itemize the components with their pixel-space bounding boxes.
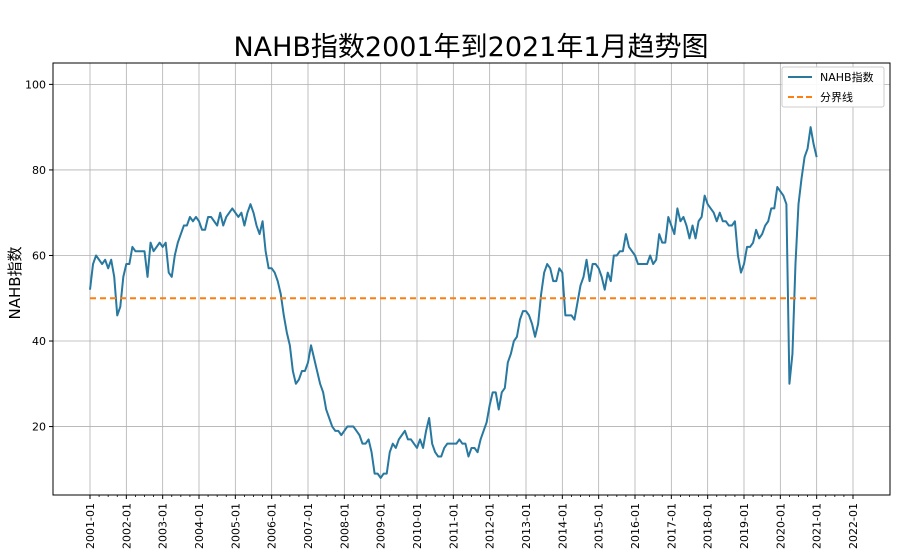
series-layer bbox=[89, 126, 818, 479]
x-tick-label: 2002-01 bbox=[120, 503, 133, 549]
y-tick-label: 100 bbox=[25, 78, 46, 91]
y-axis-label: NAHB指数 bbox=[6, 246, 24, 319]
plot-frame bbox=[52, 62, 891, 496]
chart-title: NAHB指数2001年到2021年1月趋势图 bbox=[233, 32, 708, 63]
x-tick-label: 2019-01 bbox=[738, 503, 751, 549]
y-tick-label: 60 bbox=[32, 249, 46, 262]
legend-label-nahb: NAHB指数 bbox=[820, 70, 874, 84]
x-tick-label: 2006-01 bbox=[266, 503, 279, 549]
x-tick-label: 2018-01 bbox=[702, 503, 715, 549]
x-tick-label: 2008-01 bbox=[338, 503, 351, 549]
x-tick-label: 2020-01 bbox=[774, 503, 787, 549]
x-tick-label: 2021-01 bbox=[811, 503, 824, 549]
x-tick-label: 2011-01 bbox=[447, 503, 460, 549]
x-tick-label: 2014-01 bbox=[556, 503, 569, 549]
y-tick-label: 40 bbox=[32, 335, 46, 348]
x-tick-label: 2013-01 bbox=[520, 503, 533, 549]
x-tick-label: 2003-01 bbox=[157, 503, 170, 549]
x-tick-label: 2001-01 bbox=[84, 503, 97, 549]
x-tick-label: 2012-01 bbox=[484, 503, 497, 549]
x-tick-label: 2010-01 bbox=[411, 503, 424, 549]
x-tick-label: 2007-01 bbox=[302, 503, 315, 549]
x-axis: 2001-01 2002-01 2003-01 2004-01 2005-01 2006-… bbox=[84, 495, 860, 549]
y-tick-label: 20 bbox=[32, 421, 46, 434]
y-tick-label: 80 bbox=[32, 164, 46, 177]
x-tick-label: 2017-01 bbox=[665, 503, 678, 549]
series-line-nahb bbox=[89, 126, 818, 479]
x-tick-label: 2005-01 bbox=[229, 503, 242, 549]
y-axis: 20 40 60 80 100 bbox=[25, 78, 53, 434]
x-tick-label: 2015-01 bbox=[593, 503, 606, 549]
x-tick-label: 2009-01 bbox=[375, 503, 388, 549]
grid-lines bbox=[53, 63, 890, 495]
legend-label-divider: 分界线 bbox=[820, 90, 853, 104]
legend: NAHB指数 分界线 bbox=[781, 66, 885, 108]
x-tick-label: 2016-01 bbox=[629, 503, 642, 549]
x-tick-label: 2022-01 bbox=[847, 503, 860, 549]
x-tick-label: 2004-01 bbox=[193, 503, 206, 549]
